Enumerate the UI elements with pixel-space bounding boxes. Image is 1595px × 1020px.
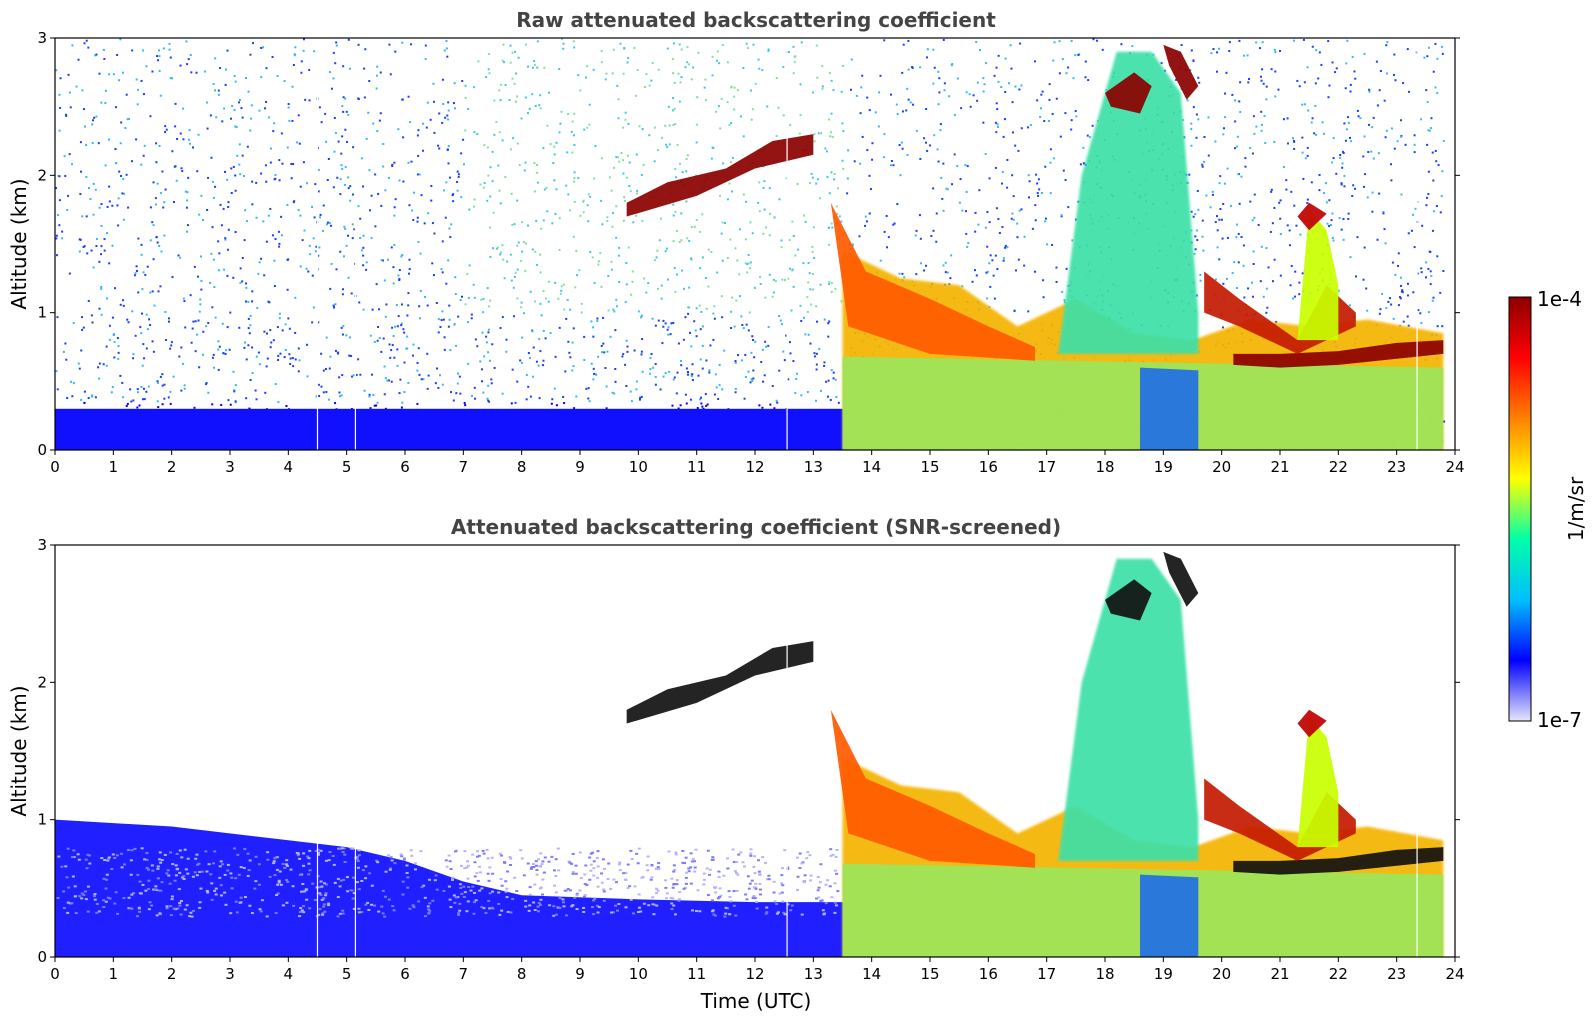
cirrus-layer	[626, 134, 814, 217]
x-tick-label: 15	[920, 458, 939, 476]
x-tick-label: 20	[1212, 458, 1231, 476]
cold-pool	[1140, 874, 1199, 957]
isolated-cloud	[1297, 716, 1339, 848]
axes: 0 1 2 3 4 5 6 7 8 9 10 11 12 13 14 15 16 17 18 19 20 21 22 23 24…	[37, 536, 1464, 983]
x-tick-label: 23	[1387, 965, 1406, 983]
x-tick-label: 8	[517, 458, 527, 476]
y-tick-label: 2	[37, 166, 47, 184]
x-tick-label: 5	[342, 965, 352, 983]
y-tick-label: 2	[37, 673, 47, 691]
x-tick-label: 2	[167, 965, 177, 983]
panel-title: Raw attenuated backscattering coefficien…	[516, 8, 996, 32]
x-tick-label: 4	[284, 458, 294, 476]
x-tick-label: 19	[1154, 458, 1173, 476]
snr-screened-panel: Attenuated backscattering coefficient (S…	[7, 515, 1465, 1013]
x-tick-label: 11	[687, 458, 706, 476]
colorbar-unit-label: 1/m/sr	[1564, 476, 1588, 541]
heatmap-area	[55, 545, 1444, 957]
x-tick-label: 7	[459, 965, 469, 983]
y-tick-label: 1	[37, 304, 47, 322]
x-tick-label: 18	[1095, 458, 1114, 476]
y-tick-label: 3	[37, 29, 47, 47]
x-tick-label: 24	[1445, 458, 1464, 476]
x-tick-label: 21	[1270, 965, 1289, 983]
isolated-cloud-top	[1297, 202, 1327, 231]
x-tick-label: 18	[1095, 965, 1114, 983]
virga-streaks	[1058, 558, 1199, 861]
x-tick-label: 7	[459, 458, 469, 476]
x-tick-label: 9	[575, 458, 585, 476]
y-axis-label: Altitude (km)	[7, 178, 31, 309]
x-tick-label: 9	[575, 965, 585, 983]
high-cloud-1	[1105, 72, 1152, 114]
cloud-top-layer	[1233, 847, 1444, 875]
x-tick-label: 20	[1212, 965, 1231, 983]
x-tick-label: 0	[50, 458, 60, 476]
x-tick-label: 17	[1037, 965, 1056, 983]
x-tick-label: 24	[1445, 965, 1464, 983]
x-tick-label: 3	[225, 965, 235, 983]
x-tick-label: 1	[109, 458, 119, 476]
heatmap-area	[55, 38, 1455, 450]
x-tick-label: 0	[50, 965, 60, 983]
colorbar-min-label: 1e-7	[1537, 708, 1582, 732]
x-tick-label: 12	[745, 458, 764, 476]
x-tick-label: 10	[629, 965, 648, 983]
axes: 0 1 2 3 4 5 6 7 8 9 10 11 12 13 14 15 16 17 18 19 20 21 22 23 24…	[37, 29, 1464, 476]
high-cloud-2	[1163, 44, 1199, 100]
x-tick-label: 12	[745, 965, 764, 983]
x-tick-label: 10	[629, 458, 648, 476]
aerosol-polygon	[55, 819, 843, 957]
x-tick-label: 5	[342, 458, 352, 476]
virga-streaks	[1058, 51, 1199, 354]
isolated-cloud-top	[1297, 709, 1327, 738]
x-axis-label: Time (UTC)	[700, 989, 812, 1013]
panel-title: Attenuated backscattering coefficient (S…	[451, 515, 1061, 539]
x-tick-label: 23	[1387, 458, 1406, 476]
cloud-top-layer	[1233, 340, 1444, 368]
cloud-edge	[830, 709, 1035, 868]
x-tick-label: 6	[400, 458, 410, 476]
x-tick-label: 21	[1270, 458, 1289, 476]
x-tick-label: 22	[1329, 458, 1348, 476]
x-tick-label: 2	[167, 458, 177, 476]
x-tick-label: 11	[687, 965, 706, 983]
x-tick-label: 22	[1329, 965, 1348, 983]
x-tick-label: 6	[400, 965, 410, 983]
isolated-cloud	[1297, 209, 1339, 341]
high-cloud-2	[1163, 551, 1199, 607]
aerosol-layer	[55, 819, 843, 957]
cold-pool	[1140, 367, 1199, 450]
cirrus-layer	[626, 641, 814, 724]
x-tick-label: 16	[979, 458, 998, 476]
x-tick-label: 17	[1037, 458, 1056, 476]
x-tick-label: 1	[109, 965, 119, 983]
x-tick-label: 13	[804, 458, 823, 476]
y-tick-label: 3	[37, 536, 47, 554]
x-tick-label: 13	[804, 965, 823, 983]
x-tick-label: 14	[862, 965, 881, 983]
y-tick-label: 0	[37, 441, 47, 459]
x-tick-label: 19	[1154, 965, 1173, 983]
colorbar-gradient	[1508, 296, 1532, 722]
x-tick-label: 15	[920, 965, 939, 983]
x-tick-label: 16	[979, 965, 998, 983]
colorbar-max-label: 1e-4	[1537, 287, 1582, 311]
cloud-edge	[830, 202, 1035, 361]
x-tick-label: 8	[517, 965, 527, 983]
x-tick-label: 14	[862, 458, 881, 476]
aerosol-base-layer	[55, 408, 843, 450]
x-tick-label: 3	[225, 458, 235, 476]
x-tick-label: 4	[284, 965, 294, 983]
raw-backscatter-panel: Raw attenuated backscattering coefficien…	[7, 8, 1465, 476]
colorbar: 1e-4 1e-7 1/m/sr	[1508, 287, 1588, 732]
y-tick-label: 1	[37, 811, 47, 829]
high-cloud-1	[1105, 579, 1152, 621]
y-axis-label: Altitude (km)	[7, 685, 31, 816]
y-tick-label: 0	[37, 948, 47, 966]
